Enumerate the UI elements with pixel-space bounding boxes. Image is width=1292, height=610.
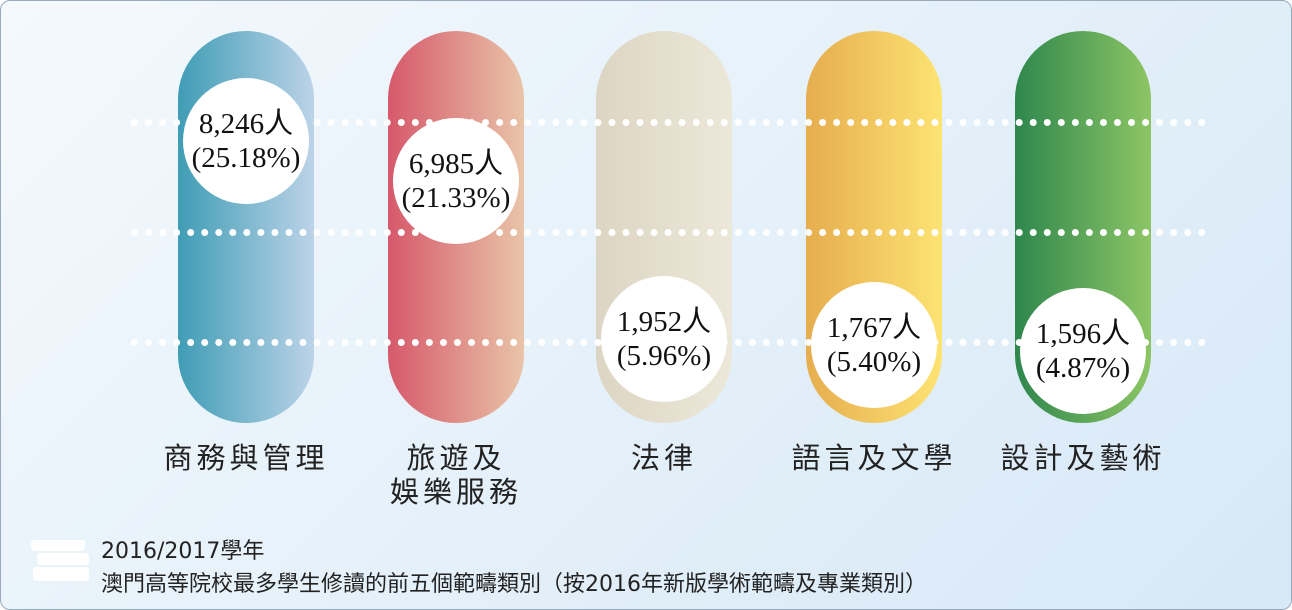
value-circle: 1,952人 (5.96%) xyxy=(601,276,727,403)
percent-label: (21.33%) xyxy=(401,181,511,214)
category-label: 設計及藝術 xyxy=(1000,441,1166,475)
value-circle: 6,985人 (21.33%) xyxy=(393,117,519,244)
percent-label: (25.18%) xyxy=(191,142,301,174)
dotted-line xyxy=(131,229,1206,236)
category-label: 語言及文學 xyxy=(791,441,957,475)
count-label: 8,246人 xyxy=(198,108,294,140)
percent-label: (5.40%) xyxy=(826,346,922,379)
category-label: 法律 xyxy=(630,441,697,475)
count-label: 1,596人 xyxy=(1035,317,1131,350)
value-circle: 8,246人 (25.18%) xyxy=(183,78,309,204)
value-circle: 1,767人 (5.40%) xyxy=(811,282,937,409)
percent-label: (4.87%) xyxy=(1035,351,1131,384)
count-label: 6,985人 xyxy=(408,147,504,180)
percent-label: (5.96%) xyxy=(616,340,712,373)
books-icon xyxy=(31,540,89,581)
category-label: 旅遊及 娛樂服務 xyxy=(389,441,522,509)
dotted-line xyxy=(131,119,1206,126)
value-circle: 1,596人 (4.87%) xyxy=(1020,287,1146,414)
caption-year: 2016/2017學年 xyxy=(101,539,265,564)
count-label: 1,952人 xyxy=(616,306,712,339)
category-label: 商務與管理 xyxy=(163,441,329,475)
caption-title: 澳門高等院校最多學生修讀的前五個範疇類別（按2016年新版學術範疇及專業類別） xyxy=(101,572,927,597)
count-label: 1,767人 xyxy=(826,312,922,345)
